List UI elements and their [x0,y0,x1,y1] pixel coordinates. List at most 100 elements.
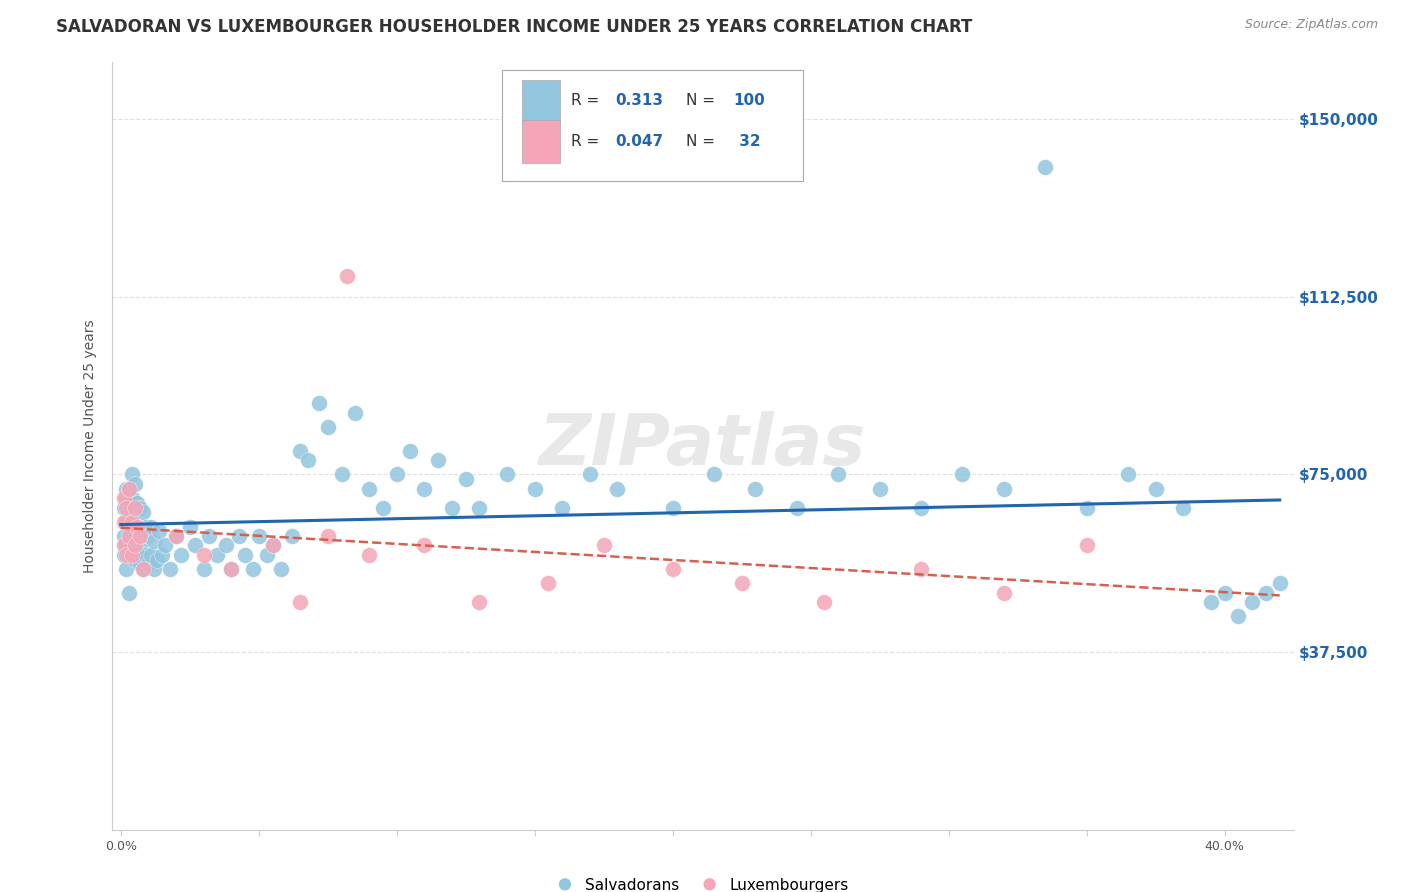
Point [468,595,491,609]
Text: R =: R = [571,134,603,149]
Point [869,482,891,496]
FancyBboxPatch shape [502,70,803,181]
Point [910,500,932,515]
Point [1144,482,1167,496]
Text: N =: N = [686,94,720,108]
Point [703,467,725,482]
Point [1254,586,1277,600]
Point [179,519,201,533]
Point [385,467,408,482]
Point [184,538,207,552]
Point [165,529,187,543]
Point [551,500,574,515]
Text: 32: 32 [734,134,761,149]
Legend: Salvadorans, Luxembourgers: Salvadorans, Luxembourgers [551,871,855,892]
Point [139,519,162,533]
Point [440,500,463,515]
Point [121,548,143,562]
Point [112,515,135,529]
Point [606,482,628,496]
Point [247,529,270,543]
Point [219,562,242,576]
Point [1076,538,1098,552]
Point [579,467,602,482]
Point [661,562,683,576]
Point [993,586,1015,600]
Point [170,548,193,562]
Point [124,500,146,515]
Point [118,586,141,600]
Point [1199,595,1222,609]
Point [150,548,173,562]
Point [262,538,284,552]
Point [1241,595,1264,609]
Point [129,529,152,543]
Point [127,519,149,533]
Point [993,482,1015,496]
Point [135,519,157,533]
Point [127,519,149,533]
Text: 0.047: 0.047 [616,134,664,149]
Point [121,515,143,529]
Point [454,472,477,486]
Point [132,562,155,576]
Point [496,467,519,482]
Point [132,533,155,548]
Point [124,476,146,491]
Point [813,595,835,609]
Point [910,562,932,576]
Point [468,500,491,515]
Point [592,538,614,552]
Bar [522,120,560,162]
Point [127,496,149,510]
Point [124,552,146,566]
Point [153,538,176,552]
Point [198,529,221,543]
Point [118,482,141,496]
Point [336,268,359,283]
Point [193,548,215,562]
Point [124,524,146,539]
Text: ZIPatlas: ZIPatlas [540,411,866,481]
Point [523,482,546,496]
Point [288,443,311,458]
Point [228,529,250,543]
Point [1116,467,1139,482]
Point [297,453,319,467]
Point [165,529,187,543]
Point [142,533,165,548]
Point [371,500,394,515]
Point [112,500,135,515]
Point [115,500,138,515]
Point [139,548,162,562]
Point [118,524,141,539]
Point [145,552,167,566]
Point [115,538,138,552]
Y-axis label: Householder Income Under 25 years: Householder Income Under 25 years [83,319,97,573]
Point [132,562,155,576]
Point [661,500,683,515]
Point [316,529,339,543]
Point [118,548,141,562]
Point [262,538,284,552]
Point [233,548,256,562]
Point [359,482,381,496]
Point [288,595,311,609]
Text: N =: N = [686,134,720,149]
Point [1076,500,1098,515]
Point [270,562,292,576]
Point [148,524,170,539]
Point [1033,160,1056,174]
Point [124,538,146,552]
Point [330,467,353,482]
Point [413,482,436,496]
Point [112,529,135,543]
Point [1227,609,1250,624]
Point [127,548,149,562]
Point [399,443,422,458]
Text: Source: ZipAtlas.com: Source: ZipAtlas.com [1244,18,1378,31]
Text: 100: 100 [734,94,765,108]
Point [786,500,808,515]
Point [207,548,229,562]
Point [121,515,143,529]
